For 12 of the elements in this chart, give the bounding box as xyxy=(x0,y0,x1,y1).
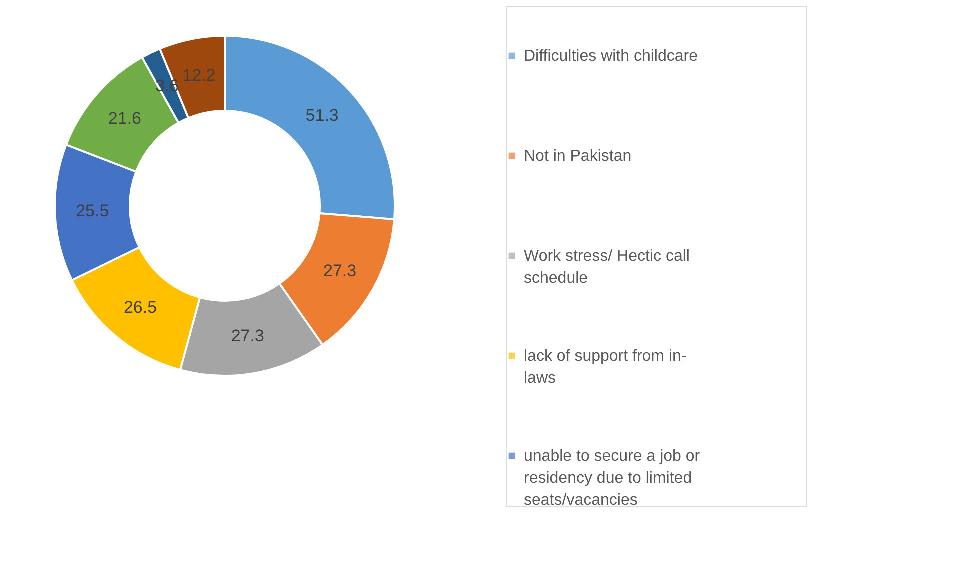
legend-label: Not in Pakistan xyxy=(524,148,632,165)
data-label: 12.2 xyxy=(182,66,216,86)
data-label: 27.3 xyxy=(231,326,264,346)
data-label: 21.6 xyxy=(108,109,142,128)
data-label: 27.3 xyxy=(324,262,357,281)
data-label: 25.5 xyxy=(76,202,110,221)
legend-label: lack of support from in-laws xyxy=(524,348,687,387)
legend-label: Difficulties with childcare xyxy=(524,48,698,65)
data-label: 51.3 xyxy=(306,106,339,126)
data-label: 26.5 xyxy=(124,298,158,318)
legend-label: unable to secure a job or residency due to limited seats/vacancies xyxy=(524,448,701,509)
legend-label: Work stress/ Hectic call schedule xyxy=(524,248,690,287)
